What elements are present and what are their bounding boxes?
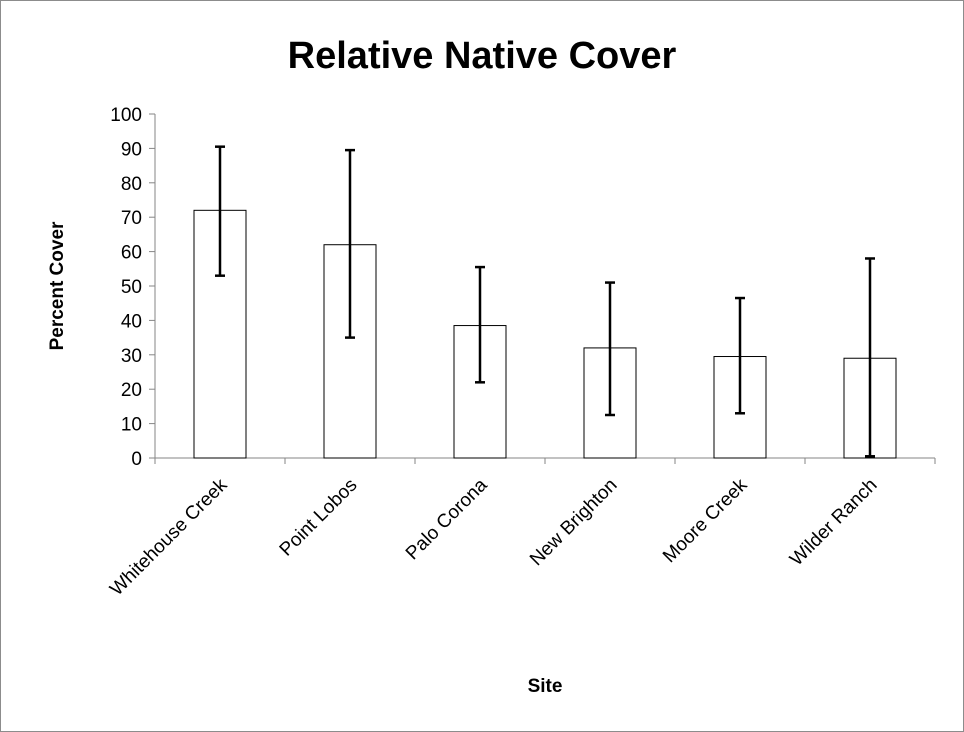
chart-title: Relative Native Cover xyxy=(288,35,677,77)
y-tick-label: 10 xyxy=(121,415,142,436)
y-tick-label: 30 xyxy=(121,346,142,367)
category-label: Wilder Ranch xyxy=(786,475,881,570)
plot-area: 0 10 20 30 40 50 60 70 80 90 100 Whitehouse Creek Po… xyxy=(106,105,935,600)
y-tick-label: 20 xyxy=(121,380,142,401)
y-tick-label: 60 xyxy=(121,243,142,264)
category-label: Moore Creek xyxy=(659,474,752,567)
category-label: Palo Corona xyxy=(402,474,492,564)
y-tick-label: 0 xyxy=(131,449,142,470)
category-label: Whitehouse Creek xyxy=(106,474,232,600)
y-tick-label: 80 xyxy=(121,174,142,195)
x-axis-title: Site xyxy=(528,676,563,697)
y-tick-label: 70 xyxy=(121,208,142,229)
y-tick-label: 50 xyxy=(121,277,142,298)
y-axis-title: Percent Cover xyxy=(47,221,68,350)
category-label: New Brighton xyxy=(526,475,622,571)
y-tick-label: 90 xyxy=(121,139,142,160)
y-tick-label: 40 xyxy=(121,311,142,332)
y-tick-label: 100 xyxy=(110,105,142,126)
category-label: Point Lobos xyxy=(276,475,362,561)
